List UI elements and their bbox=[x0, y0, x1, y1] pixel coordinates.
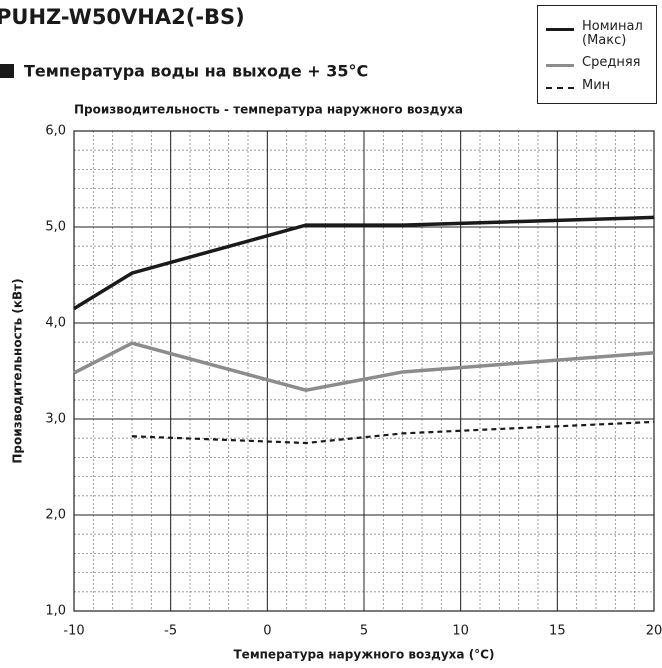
legend-label: Мин bbox=[582, 78, 611, 93]
x-tick-label: -10 bbox=[63, 624, 84, 639]
subtitle-marker bbox=[0, 64, 14, 78]
legend-entry: Номинал (Макс) bbox=[546, 19, 643, 48]
y-tick-label: 1,0 bbox=[45, 604, 66, 619]
y-tick-label: 2,0 bbox=[45, 508, 66, 523]
y-tick-label: 3,0 bbox=[45, 412, 66, 427]
series-line bbox=[73, 215, 655, 311]
legend-label: Средняя bbox=[582, 55, 641, 70]
legend-swatch bbox=[546, 64, 574, 67]
x-tick-label: 10 bbox=[452, 624, 469, 639]
x-tick-label: -5 bbox=[164, 624, 177, 639]
legend-label: Номинал (Макс) bbox=[582, 19, 643, 48]
chart-title: PUHZ-W50VHA2(-BS) bbox=[0, 5, 245, 29]
x-tick-label: 0 bbox=[263, 624, 271, 639]
legend-swatch bbox=[546, 28, 574, 31]
x-tick-label: 15 bbox=[549, 624, 566, 639]
legend-entry: Мин bbox=[546, 79, 650, 93]
subtitle: Температура воды на выходе + 35°C bbox=[24, 62, 368, 81]
x-tick-label: 5 bbox=[360, 624, 368, 639]
y-tick-label: 5,0 bbox=[45, 220, 66, 235]
series-line bbox=[131, 420, 655, 445]
y-tick-label: 4,0 bbox=[45, 316, 66, 331]
legend: Номинал (Макс) Средняя Мин bbox=[537, 5, 657, 104]
x-axis-label: Температура наружного воздуха (°C) bbox=[234, 648, 495, 662]
legend-swatch bbox=[546, 87, 574, 89]
y-axis-label: Производительность (кВт) bbox=[11, 278, 25, 463]
series-line bbox=[73, 341, 655, 392]
plot-title: Производительность - температура наружно… bbox=[74, 103, 463, 117]
x-tick-label: 20 bbox=[646, 624, 662, 639]
y-tick-label: 6,0 bbox=[45, 124, 66, 139]
legend-entry: Средняя bbox=[546, 56, 650, 70]
